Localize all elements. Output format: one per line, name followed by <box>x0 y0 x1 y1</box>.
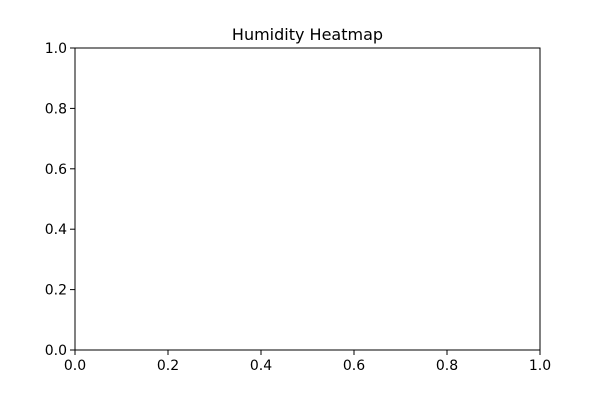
y-tick-label: 0.2 <box>45 283 67 299</box>
y-tick-label: 0.4 <box>45 222 67 238</box>
y-axis-ticks: 0.0 0.2 0.4 0.6 0.8 1.0 <box>45 41 75 359</box>
x-tick-label: 0.8 <box>436 358 458 374</box>
x-tick-label: 0.4 <box>250 358 272 374</box>
y-tick-label: 0.0 <box>45 343 67 359</box>
x-tick-label: 0.2 <box>157 358 179 374</box>
x-tick-label: 1.0 <box>529 358 551 374</box>
x-tick-label: 0.0 <box>64 358 86 374</box>
plot-area-frame <box>74 47 541 351</box>
chart-title: Humidity Heatmap <box>232 25 383 44</box>
y-tick-label: 0.8 <box>45 101 67 117</box>
y-tick-label: 0.6 <box>45 162 67 178</box>
x-axis-ticks: 0.0 0.2 0.4 0.6 0.8 1.0 <box>64 350 551 374</box>
y-tick-label: 1.0 <box>45 41 67 57</box>
x-tick-label: 0.6 <box>343 358 365 374</box>
